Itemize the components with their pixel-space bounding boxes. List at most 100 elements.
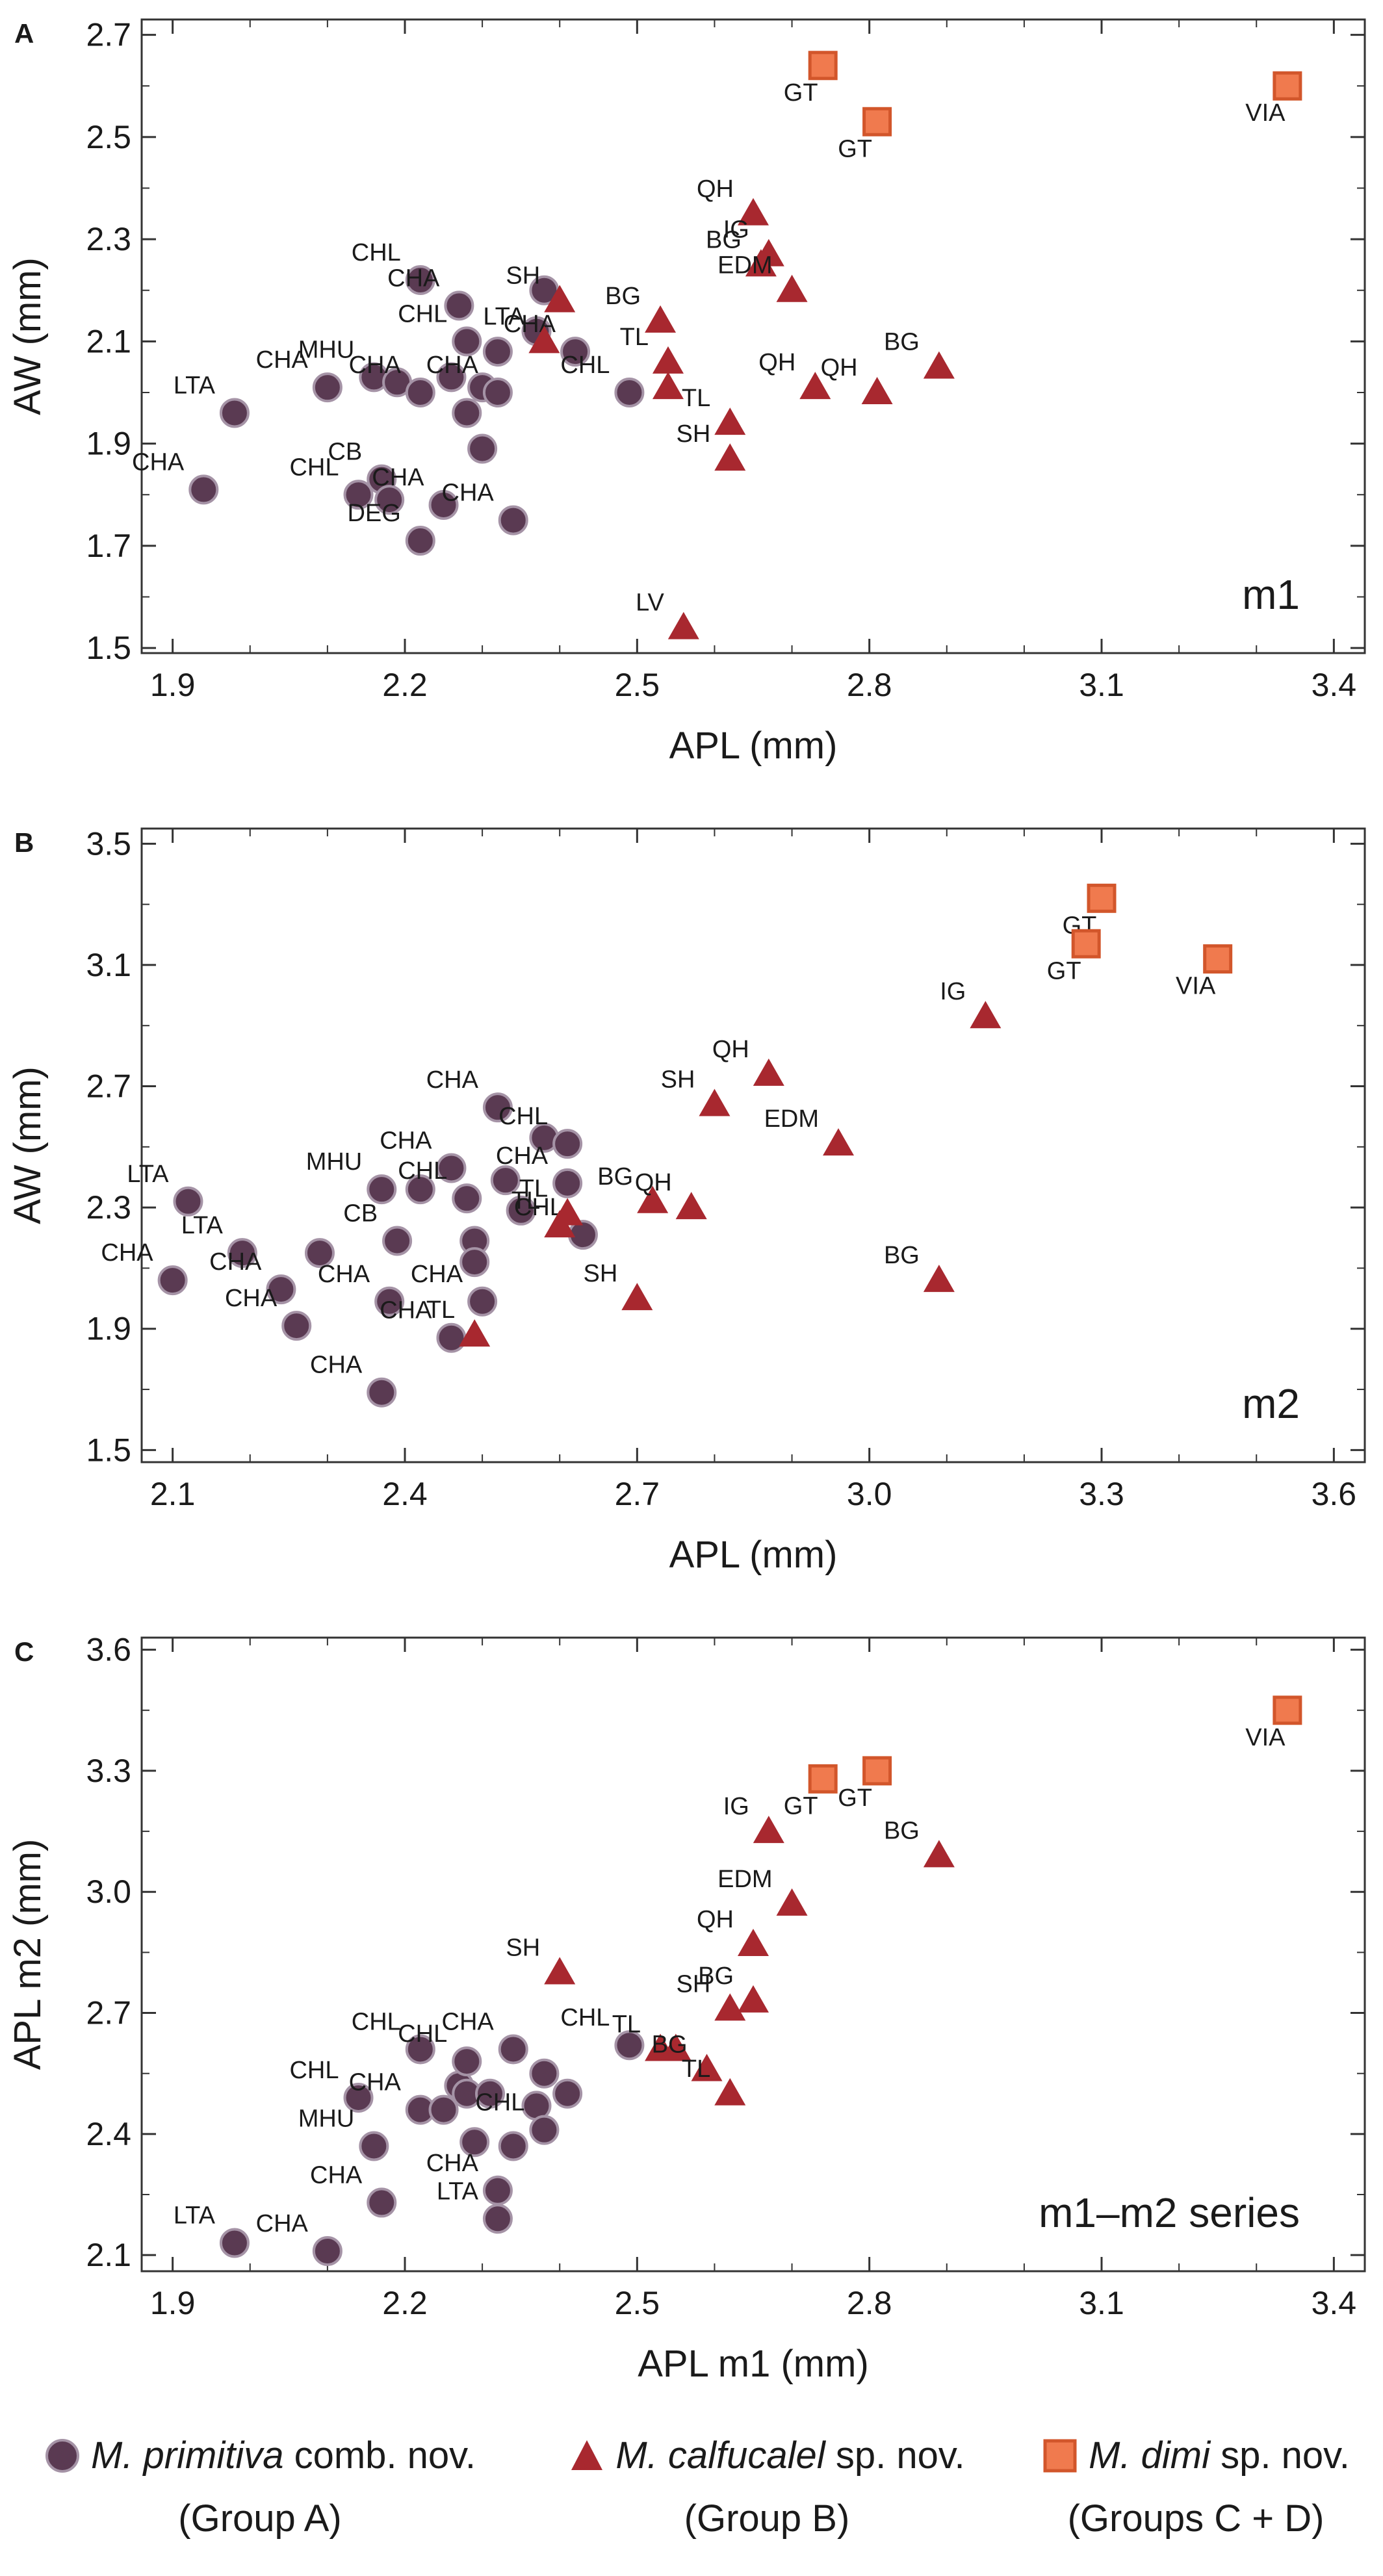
data-point-circle [367, 1174, 397, 1205]
data-point-triangle [923, 1265, 955, 1293]
y-tick-label: 2.3 [86, 1189, 131, 1226]
data-point-triangle [714, 443, 746, 471]
data-point-circle [452, 398, 482, 428]
x-tick-label: 2.8 [847, 2285, 892, 2321]
point-label: CHA [387, 264, 440, 292]
point-label: LTA [127, 1161, 169, 1188]
series-group-a: LTA CHA LTA CHA CHA MHU CB CHA CHA CHA CHL CHA CHA CH… [101, 1066, 598, 1408]
point-label: TL [682, 2055, 710, 2083]
data-point-circle [482, 2175, 513, 2206]
point-label: BG [698, 1963, 734, 1990]
data-point-circle [382, 1226, 413, 1256]
point-label: CB [328, 439, 362, 466]
y-tick-label: 1.9 [86, 426, 131, 462]
point-label: CHL [560, 352, 610, 379]
point-label: CHA [101, 1239, 153, 1267]
point-label: BG [884, 329, 920, 356]
point-label: CHL [398, 2020, 447, 2048]
panel-label: C [14, 1636, 34, 1667]
series-group-a: LTACHACHACHLCBMHUCHACHLDEGCHACHACHLCHACH… [132, 239, 645, 556]
y-tick-label: 2.3 [86, 221, 131, 257]
data-point-circle [452, 1183, 482, 1214]
panel-label: A [14, 18, 34, 49]
data-point-triangle [621, 1283, 653, 1311]
data-point-triangle [776, 1888, 808, 1916]
point-label: QH [758, 349, 795, 376]
panel-annotation: m2 [1242, 1380, 1300, 1427]
data-point-circle [343, 480, 374, 510]
data-point-circle [428, 489, 459, 520]
data-point-circle [219, 2228, 250, 2258]
data-point-triangle [652, 346, 684, 374]
x-tick-label: 1.9 [150, 667, 196, 703]
legend-item-group-b: M. calfucalel sp. nov. (Group B) [533, 2434, 1001, 2540]
data-point-circle [482, 337, 513, 367]
point-label: BG [605, 283, 641, 310]
data-point-circle [482, 2204, 513, 2234]
legend-suffix: sp. nov. [835, 2434, 965, 2477]
data-point-circle [405, 377, 435, 407]
data-point-square [1273, 1695, 1302, 1725]
point-label: TL [682, 385, 710, 412]
point-label: LTA [437, 2178, 479, 2205]
point-label: DEG [347, 500, 400, 527]
legend-group: (Groups C + D) [1067, 2497, 1325, 2540]
point-label: LTA [174, 372, 216, 399]
plot-frame [140, 1636, 1366, 2273]
point-label: BG [597, 1163, 633, 1191]
data-point-circle [304, 1238, 335, 1269]
point-label: SH [661, 1066, 695, 1094]
data-point-circle [312, 372, 343, 403]
x-tick-label: 2.7 [615, 1476, 660, 1512]
data-point-circle [436, 362, 467, 393]
y-tick-label: 2.1 [86, 323, 131, 359]
point-label: CHL [289, 2057, 339, 2084]
data-point-circle [281, 1311, 312, 1341]
data-point-triangle [667, 612, 699, 639]
y-tick-label: 2.7 [86, 1995, 131, 2031]
point-label: VIA [1245, 1724, 1286, 1751]
data-point-triangle [753, 238, 784, 266]
x-axis-label: APL m1 (mm) [638, 2343, 869, 2385]
data-point-circle [452, 2046, 482, 2077]
legend-suffix: comb. nov. [294, 2434, 476, 2477]
y-axis-label: AW (mm) [6, 257, 49, 415]
point-label: CHA [310, 1352, 363, 1379]
legend-species-name: M. dimi [1089, 2434, 1210, 2477]
point-label: CHA [372, 464, 424, 491]
point-label: VIA [1245, 99, 1286, 127]
point-label: SH [506, 262, 540, 289]
data-point-triangle [637, 1185, 669, 1213]
data-point-circle [482, 1092, 513, 1123]
data-point-triangle [923, 351, 955, 379]
data-point-triangle [675, 1192, 707, 1220]
point-label: CHA [426, 2150, 479, 2177]
point-label: SH [506, 1934, 540, 1961]
point-label: QH [821, 354, 858, 381]
data-point-circle [498, 2131, 528, 2161]
data-point-triangle [714, 2078, 746, 2106]
legend-group: (Group A) [178, 2497, 342, 2540]
data-point-square [1273, 71, 1302, 101]
data-point-triangle [738, 1928, 769, 1956]
panel-annotation: m1 [1242, 571, 1300, 618]
data-point-circle [219, 398, 250, 428]
point-label: IG [723, 216, 749, 244]
point-label: EDM [764, 1105, 819, 1133]
point-label: CHL [498, 1103, 548, 1130]
point-label: MHU [298, 336, 355, 363]
data-point-circle [266, 1274, 296, 1305]
x-tick-label: 2.5 [615, 667, 660, 703]
x-tick-label: 3.1 [1079, 667, 1124, 703]
y-tick-label: 1.5 [86, 1432, 131, 1468]
legend-species-name: M. calfucalel [615, 2434, 825, 2477]
point-label: LTA [174, 2202, 216, 2230]
point-label: SH [676, 420, 710, 448]
data-point-circle [452, 326, 482, 357]
point-label: TL [511, 1187, 540, 1215]
data-point-triangle [660, 2033, 692, 2061]
legend-item-group-cd: M. dimi sp. nov. (Groups C + D) [1014, 2434, 1378, 2540]
point-label: CHA [225, 1285, 278, 1312]
